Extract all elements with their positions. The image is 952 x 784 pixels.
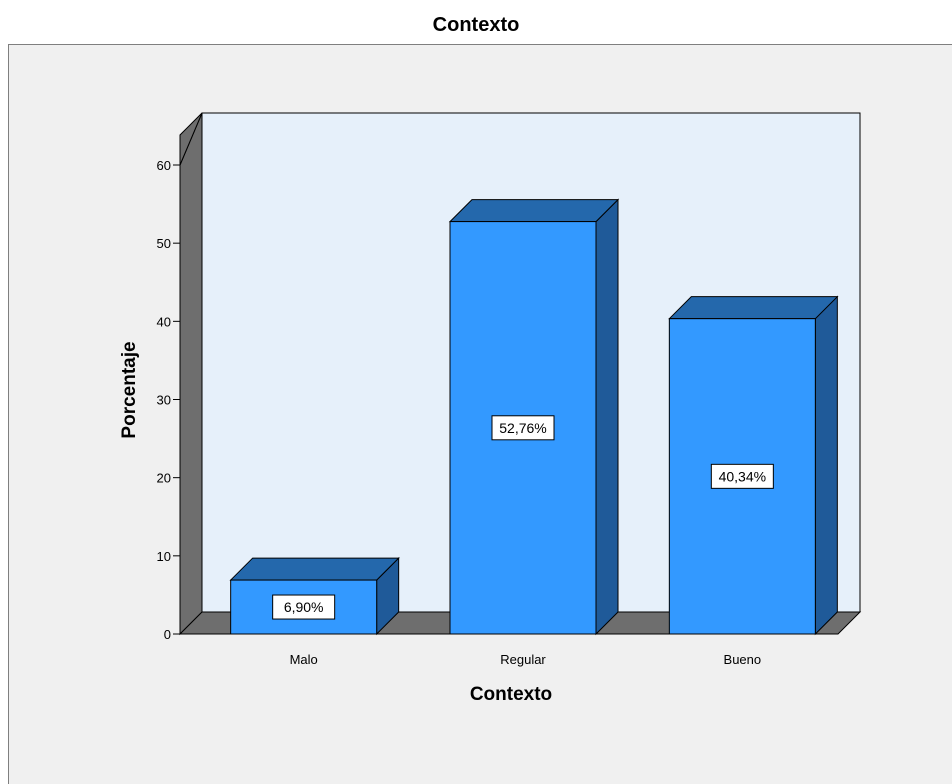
plot-side-wall-top — [179, 112, 203, 166]
bar-side — [814, 295, 838, 636]
data-label-box — [710, 463, 774, 489]
y-tick-label: 20 — [157, 471, 171, 486]
data-label-box — [491, 415, 555, 441]
y-tick-label: 10 — [157, 549, 171, 564]
x-tick-label: Bueno — [724, 652, 762, 667]
y-tick-label: 60 — [157, 158, 171, 173]
y-tick-label: 30 — [157, 393, 171, 408]
bar-top — [229, 557, 400, 581]
bar-side — [595, 198, 619, 636]
y-tick-label: 40 — [157, 314, 171, 329]
x-axis-title: Contexto — [470, 684, 552, 705]
x-tick-label: Malo — [290, 652, 318, 667]
plot-side-wall — [179, 112, 203, 636]
data-label-box — [272, 594, 336, 620]
data-label: 40,34% — [719, 468, 766, 484]
chart-plot: 0 10 20 30 40 50 60 Malo 6,90% Regular 52,76% Buen… — [119, 112, 862, 705]
y-axis-title: Porcentaje — [119, 341, 140, 438]
x-tick-label: Regular — [500, 652, 546, 667]
bar-top — [448, 199, 620, 223]
data-label: 52,76% — [499, 420, 546, 436]
chart-title: Contexto — [432, 14, 520, 36]
y-tick-label: 0 — [164, 627, 171, 642]
y-tick-label: 50 — [157, 236, 171, 251]
data-label: 6,90% — [284, 599, 324, 615]
bar-top — [668, 296, 839, 320]
